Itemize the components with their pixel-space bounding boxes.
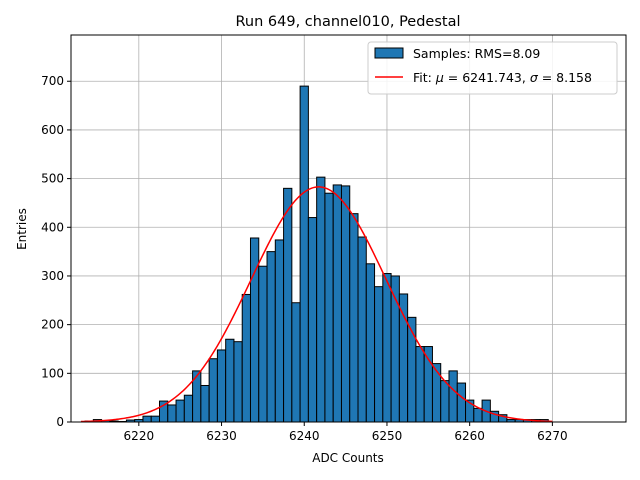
- x-tick-label: 6230: [206, 429, 237, 443]
- chart-title: Run 649, channel010, Pedestal: [235, 14, 460, 30]
- x-tick-label: 6250: [372, 429, 403, 443]
- x-tick-label: 6270: [537, 429, 568, 443]
- histogram-bar: [299, 85, 309, 423]
- y-tick-label: 300: [41, 269, 64, 283]
- x-axis-ticks: 6220 6230 6240 6250 6260 6270: [124, 422, 568, 443]
- histogram-bar: [175, 399, 185, 423]
- y-axis-label: Entries: [15, 208, 29, 250]
- histogram-bar: [382, 273, 392, 423]
- histogram-bar: [473, 407, 483, 423]
- fit-curve-layer: [80, 186, 553, 423]
- histogram-bar: [233, 341, 243, 423]
- histogram-bar: [349, 213, 359, 423]
- legend-fit-sigma: σ: [530, 70, 539, 85]
- histogram-bar: [398, 293, 409, 423]
- histogram-bar: [241, 293, 251, 423]
- y-axis-ticks: 0 100 200 300 400 500 600 700: [41, 74, 71, 429]
- histogram-bar: [167, 404, 177, 423]
- histogram-bar: [456, 382, 467, 423]
- histogram-bar: [258, 265, 268, 423]
- y-tick-label: 200: [41, 318, 64, 332]
- x-axis-label: ADC Counts: [312, 451, 384, 465]
- y-tick-label: 400: [41, 220, 64, 234]
- histogram-bar: [266, 251, 276, 423]
- legend-fit-suffix: = 8.158: [538, 70, 592, 85]
- histogram-bar: [274, 239, 285, 423]
- y-tick-label: 100: [41, 366, 64, 380]
- legend-swatch-histogram: [374, 47, 404, 59]
- histogram-bar: [431, 363, 442, 423]
- legend-box: [367, 41, 618, 95]
- histogram-bar: [440, 380, 450, 423]
- histogram-bar: [340, 185, 351, 423]
- histogram-bar: [365, 263, 376, 423]
- histogram-bar: [142, 415, 152, 423]
- histogram-bar: [357, 236, 367, 423]
- legend-fit-prefix: Fit:: [413, 70, 436, 85]
- histogram-bar: [332, 184, 342, 423]
- legend-fit-mid: = 6241.743,: [444, 70, 530, 85]
- histogram-bar: [208, 358, 218, 423]
- legend-label-fit: Fit: μ = 6241.743, σ = 8.158: [413, 70, 592, 85]
- histogram-bar: [407, 316, 417, 423]
- histogram-bar: [316, 176, 326, 423]
- histogram-bar: [283, 187, 293, 423]
- x-tick-label: 6260: [454, 429, 485, 443]
- histogram-bar: [324, 192, 334, 423]
- histogram-bar: [415, 346, 425, 423]
- legend-label-histogram: Samples: RMS=8.09: [413, 46, 540, 61]
- histogram-bar: [183, 394, 194, 423]
- histogram-bar: [150, 415, 161, 423]
- y-tick-label: 700: [41, 74, 64, 88]
- fit-curve: [80, 186, 553, 423]
- legend: Samples: RMS=8.09 Fit: μ = 6241.743, σ =…: [367, 41, 618, 95]
- x-tick-label: 6240: [289, 429, 320, 443]
- histogram-bar: [200, 384, 210, 423]
- y-tick-label: 500: [41, 172, 64, 186]
- histogram-bar: [448, 370, 458, 423]
- histogram-bar: [216, 349, 227, 423]
- histogram-bar: [307, 217, 318, 423]
- histogram-bars: [84, 85, 549, 423]
- y-tick-label: 600: [41, 123, 64, 137]
- histogram-bar: [291, 302, 301, 423]
- histogram-bar: [225, 338, 235, 423]
- plot-frame: [70, 34, 627, 423]
- histogram-bar: [374, 286, 384, 423]
- y-tick-label: 0: [56, 415, 64, 429]
- legend-fit-mu: μ: [435, 70, 444, 85]
- x-tick-label: 6220: [124, 429, 155, 443]
